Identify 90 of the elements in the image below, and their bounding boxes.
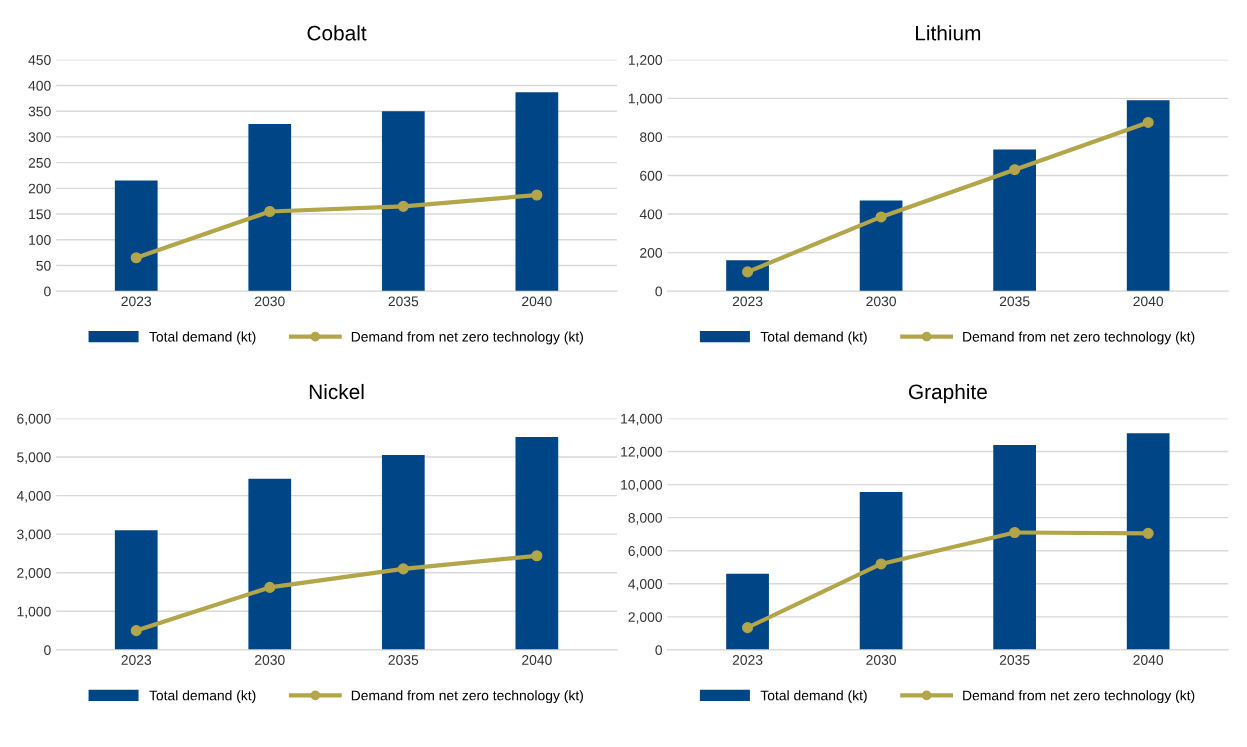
x-tick-label: 2040 xyxy=(1133,655,1164,665)
y-tick-label: 1,000 xyxy=(17,606,51,619)
y-tick-label: 3,000 xyxy=(17,529,51,541)
x-tick-label: 2023 xyxy=(121,296,152,307)
y-tick-label: 100 xyxy=(29,235,51,245)
bar xyxy=(515,92,559,292)
bar xyxy=(114,530,158,650)
y-tick-label: 300 xyxy=(28,132,51,143)
bar xyxy=(1126,433,1170,650)
x-tick-label: 2030 xyxy=(255,296,285,307)
chart-title: Cobalt xyxy=(307,25,367,41)
x-tick-label: 2030 xyxy=(866,296,897,307)
y-tick-label: 5,000 xyxy=(17,452,51,464)
legend-label: Demand from net zero technology (kt) xyxy=(963,690,1195,704)
x-tick-label: 2040 xyxy=(522,296,552,307)
y-tick-label: 200 xyxy=(28,183,51,194)
y-tick-label: 200 xyxy=(640,247,663,258)
bar xyxy=(993,149,1036,292)
point xyxy=(875,558,887,570)
point xyxy=(875,211,887,223)
y-tick-label: 50 xyxy=(36,260,51,271)
bar xyxy=(859,492,903,650)
x-tick-label: 2035 xyxy=(388,655,419,665)
legend-label: Demand from net zero technology (kt) xyxy=(351,331,583,345)
bar xyxy=(726,573,769,650)
y-tick-label: 400 xyxy=(639,209,663,220)
bar xyxy=(381,111,425,292)
y-tick-label: 10,000 xyxy=(621,479,663,492)
point xyxy=(264,205,276,218)
chart-title: Graphite xyxy=(908,383,987,404)
x-tick-label: 2030 xyxy=(255,655,285,665)
y-tick-label: 6,000 xyxy=(628,546,663,558)
legend-label: Demand from net zero technology (kt) xyxy=(963,331,1195,345)
legend-label: Total demand (kt) xyxy=(149,331,256,345)
bar xyxy=(515,436,559,650)
y-tick-label: 14,000 xyxy=(621,413,663,426)
point xyxy=(397,563,409,575)
x-tick-label: 2035 xyxy=(999,655,1030,665)
y-tick-label: 0 xyxy=(655,286,663,297)
y-tick-label: 0 xyxy=(44,645,51,656)
y-tick-label: 350 xyxy=(28,106,51,117)
x-tick-label: 2023 xyxy=(121,655,152,665)
x-tick-label: 2040 xyxy=(522,655,552,665)
x-tick-label: 2023 xyxy=(732,296,763,307)
bar xyxy=(859,200,903,292)
y-tick-label: 0 xyxy=(44,286,51,297)
x-tick-label: 2035 xyxy=(999,296,1030,307)
y-tick-label: 6,000 xyxy=(17,413,51,426)
point xyxy=(130,625,142,637)
y-tick-label: 0 xyxy=(655,645,663,656)
point xyxy=(1009,526,1021,539)
point xyxy=(1009,164,1021,176)
y-tick-label: 800 xyxy=(640,132,663,143)
y-tick-label: 150 xyxy=(29,209,51,220)
y-tick-label: 4,000 xyxy=(628,579,663,591)
y-tick-label: 2,000 xyxy=(17,568,51,580)
chart-title: Nickel xyxy=(309,383,364,400)
y-tick-label: 400 xyxy=(28,80,51,91)
bar xyxy=(248,124,292,292)
point xyxy=(264,581,276,593)
y-tick-label: 12,000 xyxy=(621,446,663,459)
x-tick-label: 2023 xyxy=(732,655,763,665)
x-tick-label: 2030 xyxy=(866,655,897,665)
y-tick-label: 1,000 xyxy=(628,93,663,106)
bar xyxy=(248,478,292,650)
y-tick-label: 250 xyxy=(28,157,51,168)
point xyxy=(531,550,543,562)
x-tick-label: 2035 xyxy=(388,296,419,307)
chart-title: Lithium xyxy=(916,25,981,41)
legend-label: Total demand (kt) xyxy=(149,690,256,704)
y-tick-label: 8,000 xyxy=(628,512,663,525)
legend-label: Total demand (kt) xyxy=(760,690,867,704)
point xyxy=(1142,116,1154,128)
bar xyxy=(1126,100,1170,292)
bar xyxy=(381,455,425,650)
point xyxy=(531,189,543,201)
point xyxy=(742,622,754,634)
y-tick-label: 450 xyxy=(28,55,51,65)
y-tick-label: 4,000 xyxy=(16,490,51,503)
y-tick-label: 600 xyxy=(640,170,663,181)
bar xyxy=(993,444,1036,650)
point xyxy=(397,200,409,212)
y-tick-label: 2,000 xyxy=(628,612,663,624)
legend-label: Demand from net zero technology (kt) xyxy=(351,690,583,704)
point xyxy=(1142,527,1154,539)
x-tick-label: 2040 xyxy=(1133,296,1164,307)
bar xyxy=(114,180,158,292)
point xyxy=(130,252,142,264)
y-tick-label: 1,200 xyxy=(628,55,663,67)
legend-label: Total demand (kt) xyxy=(760,331,867,345)
